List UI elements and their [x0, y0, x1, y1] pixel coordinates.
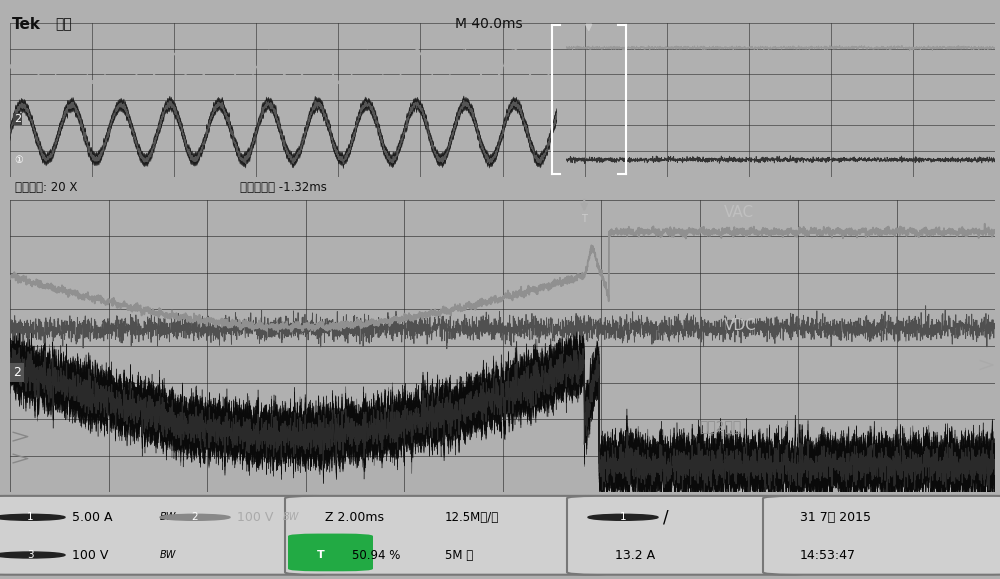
Text: BW: BW [283, 512, 299, 522]
Circle shape [0, 514, 65, 521]
Text: 预览: 预览 [55, 17, 72, 31]
Text: 14:53:47: 14:53:47 [800, 548, 856, 562]
Text: Z 2.00ms: Z 2.00ms [325, 511, 384, 524]
Text: 2: 2 [13, 366, 21, 379]
Text: 100 V: 100 V [72, 548, 108, 562]
Text: 缩放系数: 20 X: 缩放系数: 20 X [15, 181, 77, 194]
Text: VDC: VDC [724, 318, 757, 333]
Text: 5.00 A: 5.00 A [72, 511, 112, 524]
Text: BW: BW [160, 512, 176, 522]
Text: Tek: Tek [12, 17, 41, 32]
Text: VAC: VAC [724, 206, 754, 221]
Text: M 40.0ms: M 40.0ms [455, 17, 523, 31]
Text: ①: ① [14, 155, 23, 164]
FancyBboxPatch shape [285, 496, 615, 575]
Text: 1: 1 [620, 512, 626, 522]
FancyBboxPatch shape [763, 496, 1000, 575]
Text: 通道2电流: 通道2电流 [700, 419, 742, 433]
Circle shape [0, 552, 65, 558]
Text: 1: 1 [27, 512, 33, 522]
Text: 缩放位置： -1.32ms: 缩放位置： -1.32ms [240, 181, 327, 194]
Text: 31 7月 2015: 31 7月 2015 [800, 511, 871, 524]
FancyBboxPatch shape [567, 496, 812, 575]
Circle shape [588, 514, 658, 521]
Text: T: T [581, 214, 587, 223]
Text: 12.5M次/秒: 12.5M次/秒 [445, 511, 499, 524]
FancyBboxPatch shape [0, 496, 335, 575]
Text: BW: BW [160, 550, 176, 560]
FancyBboxPatch shape [288, 534, 373, 571]
Text: T: T [317, 550, 324, 560]
Text: 100 V: 100 V [237, 511, 273, 524]
Text: 50.94 %: 50.94 % [352, 548, 400, 562]
Text: /: / [663, 508, 669, 526]
Circle shape [160, 514, 230, 521]
Text: 2: 2 [192, 512, 198, 522]
Text: 5M 点: 5M 点 [445, 548, 473, 562]
Text: 2: 2 [14, 114, 21, 124]
Text: 13.2 A: 13.2 A [615, 548, 655, 562]
Text: 3: 3 [27, 550, 33, 560]
